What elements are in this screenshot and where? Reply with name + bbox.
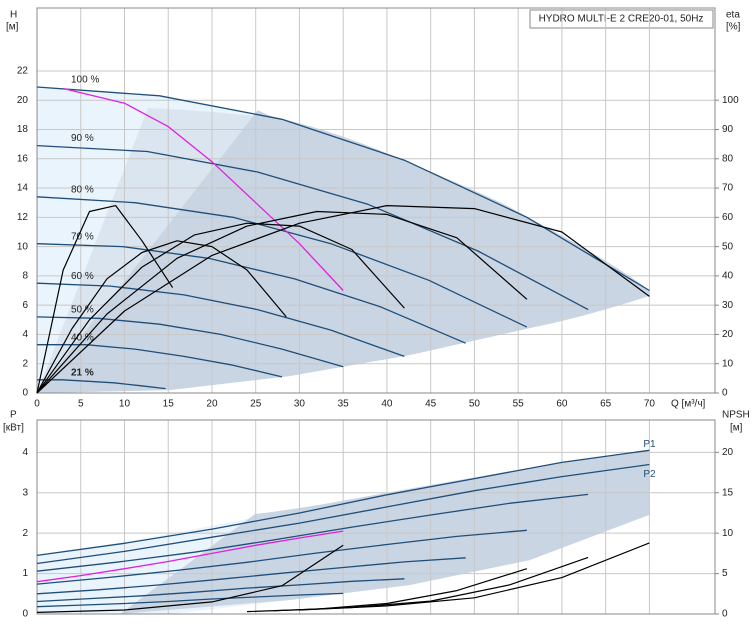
y-tick-label: 16 (17, 153, 29, 164)
y-tick-label: 10 (17, 241, 29, 252)
y2-tick-label: 10 (722, 358, 734, 369)
curve-label: 80 % (71, 184, 94, 195)
curve (36, 210, 528, 394)
y-tick-label: 14 (17, 183, 29, 194)
x-label: Q [м³/ч] (671, 399, 706, 410)
y2-tick-label: 30 (722, 300, 734, 311)
x-tick-label: 30 (294, 399, 306, 410)
x-tick-label: 55 (513, 399, 525, 410)
curve (36, 557, 466, 595)
curve (36, 529, 527, 585)
y2-tick-label: 15 (722, 487, 734, 498)
y-tick-label: 0 (22, 388, 28, 399)
y-tick-label: 2 (22, 358, 28, 369)
curve (36, 205, 174, 394)
y2-tick-label: 80 (722, 153, 734, 164)
y-label: H (10, 10, 17, 21)
y2-tick-label: 60 (722, 212, 734, 223)
x-tick-label: 50 (469, 399, 481, 410)
x-tick-label: 65 (600, 399, 612, 410)
y-tick-label: 12 (17, 212, 29, 223)
y-tick-label: 4 (22, 447, 28, 458)
curve-label: 100 % (71, 75, 99, 86)
curve (36, 243, 466, 344)
y2-label: eta (726, 10, 740, 21)
y2-unit: [%] (726, 22, 741, 33)
curve (36, 493, 589, 572)
plot-frame (36, 419, 716, 615)
x-tick-label: 0 (34, 399, 40, 410)
y-tick-label: 1 (22, 568, 28, 579)
y2-unit: [м] (730, 423, 743, 434)
x-tick-label: 10 (119, 399, 131, 410)
curve (37, 379, 166, 390)
y2-tick-label: 40 (722, 271, 734, 282)
y-tick-label: 3 (22, 487, 28, 498)
curve-label: P2 (643, 469, 656, 480)
curve (36, 282, 405, 358)
plot-frame (36, 7, 716, 394)
y-tick-label: 8 (22, 271, 28, 282)
curve-label: P1 (643, 439, 656, 450)
y-tick-label: 6 (22, 300, 28, 311)
y-tick-label: 18 (17, 124, 29, 135)
y-unit: [м] (6, 22, 19, 33)
y-label: P (10, 410, 17, 421)
y2-tick-label: 70 (722, 183, 734, 194)
chart-title: HYDRO MULTI-E 2 CRE20-01, 50Hz (539, 14, 704, 25)
y2-tick-label: 0 (722, 388, 728, 399)
dark-area-p (120, 450, 649, 614)
y-tick-label: 20 (17, 95, 29, 106)
y-tick-label: 0 (22, 609, 28, 620)
curve (36, 578, 405, 603)
y2-label: NPSH (722, 410, 750, 421)
y-tick-label: 4 (22, 329, 28, 340)
curve (36, 222, 405, 394)
y2-tick-label: 90 (722, 124, 734, 135)
x-tick-label: 45 (425, 399, 437, 410)
x-tick-label: 60 (556, 399, 568, 410)
y-tick-label: 2 (22, 528, 28, 539)
title-box (529, 9, 714, 29)
curve-label: 60 % (71, 271, 94, 282)
y2-tick-label: 50 (722, 241, 734, 252)
curve (36, 530, 344, 583)
y2-tick-label: 100 (722, 95, 739, 106)
curve (37, 344, 283, 378)
curve (36, 86, 650, 292)
curve-label: 40 % (71, 332, 94, 343)
curve (36, 196, 528, 328)
x-tick-label: 20 (206, 399, 218, 410)
y2-tick-label: 0 (722, 609, 728, 620)
curve (36, 240, 287, 394)
curve (36, 144, 589, 311)
curve-label: 21 % (71, 367, 94, 378)
curve (246, 568, 528, 613)
curve (36, 205, 650, 394)
curve (63, 87, 344, 291)
curve (36, 449, 650, 557)
y-unit: [кВт] (3, 423, 24, 434)
x-tick-label: 15 (163, 399, 175, 410)
x-tick-label: 25 (250, 399, 262, 410)
x-tick-label: 35 (338, 399, 350, 410)
y2-tick-label: 10 (722, 528, 734, 539)
curve (36, 544, 344, 613)
y2-tick-label: 20 (722, 329, 734, 340)
curve-label: 90 % (71, 133, 94, 144)
y-tick-label: 22 (17, 66, 29, 77)
curve-label: 50 % (71, 305, 94, 316)
y2-tick-label: 20 (722, 447, 734, 458)
x-tick-label: 5 (78, 399, 84, 410)
x-tick-label: 40 (381, 399, 393, 410)
y2-tick-label: 5 (722, 568, 728, 579)
curve (36, 316, 344, 368)
curve (36, 592, 344, 608)
curve (36, 463, 650, 565)
curve-label: 70 % (71, 231, 94, 242)
x-tick-label: 70 (644, 399, 656, 410)
